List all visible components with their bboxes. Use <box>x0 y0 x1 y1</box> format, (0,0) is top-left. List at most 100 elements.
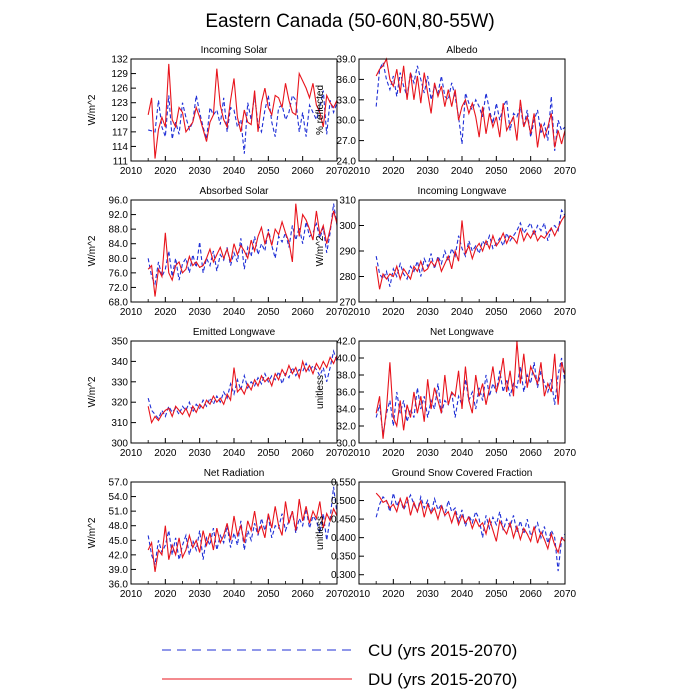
panel-net-longwave: Net Longwave 2010 2020 2030 2040 2050 2060 2070… <box>315 327 577 459</box>
y-tick-label: 30.0 <box>337 439 357 450</box>
y-tick-label: 300 <box>111 439 128 450</box>
plot-frame <box>130 199 338 303</box>
y-tick-label: 34.0 <box>337 405 357 416</box>
x-tick-label: 2010 <box>348 589 371 600</box>
y-axis-label: % reflected <box>315 85 326 135</box>
x-tick-label: 2020 <box>154 448 177 459</box>
x-tick-label: 2060 <box>520 307 543 318</box>
x-tick-label: 2050 <box>485 448 508 459</box>
y-tick-label: 27.0 <box>337 136 357 147</box>
y-axis-label: W/m^2 <box>315 235 326 266</box>
series-du-line <box>147 203 338 297</box>
series-du-line <box>375 492 566 555</box>
panel-emitted-longwave: Emitted Longwave 2010 2020 2030 2040 2050 2060… <box>87 327 349 459</box>
x-tick-label: 2050 <box>257 166 280 177</box>
panel-title: Albedo <box>446 45 478 56</box>
y-tick-label: 88.0 <box>109 225 129 236</box>
y-tick-label: 96.0 <box>109 196 129 207</box>
x-tick-label: 2040 <box>223 166 246 177</box>
x-tick-label: 2070 <box>326 448 349 459</box>
y-tick-label: 0.500 <box>331 496 356 507</box>
x-tick-label: 2020 <box>382 307 405 318</box>
y-tick-label: 320 <box>111 398 128 409</box>
y-tick-label: 132 <box>111 55 128 66</box>
x-tick-label: 2020 <box>154 589 177 600</box>
series-cu-line <box>147 486 338 565</box>
x-tick-label: 2010 <box>348 307 371 318</box>
y-tick-label: 114 <box>112 142 128 153</box>
x-tick-label: 2070 <box>326 166 349 177</box>
y-tick-label: 0.400 <box>331 533 356 544</box>
plot-frame <box>130 481 338 585</box>
y-tick-label: 80.0 <box>109 254 129 265</box>
x-tick-label: 2040 <box>451 448 474 459</box>
y-tick-label: 36.0 <box>337 75 357 86</box>
x-tick-label: 2020 <box>382 589 405 600</box>
x-tick-label: 2050 <box>485 589 508 600</box>
x-tick-label: 2050 <box>257 448 280 459</box>
legend: CU (yrs 2015-2070) DU (yrs 2015-2070) <box>162 641 517 689</box>
x-tick-label: 2060 <box>292 307 315 318</box>
x-tick-label: 2060 <box>292 589 315 600</box>
panel-title: Net Radiation <box>204 468 265 479</box>
x-tick-label: 2050 <box>257 307 280 318</box>
x-tick-label: 2030 <box>417 448 440 459</box>
y-tick-label: 38.0 <box>337 371 357 382</box>
y-tick-label: 300 <box>339 221 356 232</box>
y-tick-label: 42.0 <box>109 550 129 561</box>
y-tick-label: 24.0 <box>337 157 357 168</box>
y-axis-label: W/m^2 <box>87 235 98 266</box>
x-tick-label: 2040 <box>451 166 474 177</box>
x-tick-label: 2010 <box>120 589 143 600</box>
panel-title: Absorbed Solar <box>200 186 270 197</box>
y-tick-label: 129 <box>111 69 128 80</box>
x-tick-label: 2040 <box>451 589 474 600</box>
y-tick-label: 330 <box>111 377 128 388</box>
series-du-line <box>147 355 338 425</box>
panel-title: Ground Snow Covered Fraction <box>392 468 533 479</box>
series-cu-line <box>375 357 566 435</box>
x-tick-label: 2020 <box>382 448 405 459</box>
y-tick-label: 340 <box>111 357 128 368</box>
y-tick-label: 84.0 <box>109 239 129 250</box>
x-tick-label: 2050 <box>485 307 508 318</box>
x-tick-label: 2010 <box>348 448 371 459</box>
y-tick-label: 30.0 <box>337 116 357 127</box>
plot-frame <box>358 481 566 585</box>
x-tick-label: 2060 <box>292 166 315 177</box>
series-cu-line <box>147 349 338 420</box>
x-tick-label: 2020 <box>382 166 405 177</box>
y-tick-label: 270 <box>339 298 356 309</box>
panel-title: Emitted Longwave <box>193 327 276 338</box>
series-du-line <box>375 57 566 148</box>
y-tick-label: 72.0 <box>109 283 129 294</box>
x-tick-label: 2040 <box>223 307 246 318</box>
panel-incoming-longwave: Incoming Longwave 2010 2020 2030 2040 2050 206… <box>315 186 577 318</box>
series-du-line <box>375 214 566 290</box>
y-tick-label: 39.0 <box>109 565 129 576</box>
y-tick-label: 350 <box>111 337 128 348</box>
x-tick-label: 2030 <box>189 307 212 318</box>
x-tick-label: 2030 <box>417 589 440 600</box>
y-tick-label: 0.350 <box>331 552 356 563</box>
y-tick-label: 36.0 <box>337 388 357 399</box>
x-tick-label: 2070 <box>554 589 577 600</box>
y-tick-label: 42.0 <box>337 337 357 348</box>
series-cu-line <box>375 208 566 287</box>
series-du-line <box>147 498 338 572</box>
y-tick-label: 126 <box>111 84 128 95</box>
panel-absorbed-solar: Absorbed Solar 2010 2020 2030 2040 2050 2060 20… <box>87 186 349 318</box>
x-tick-label: 2070 <box>326 589 349 600</box>
y-tick-label: 45.0 <box>109 536 129 547</box>
y-tick-label: 123 <box>111 98 128 109</box>
x-tick-label: 2030 <box>417 307 440 318</box>
plot-frame <box>358 58 566 162</box>
y-tick-label: 57.0 <box>109 478 129 489</box>
series-du-line <box>375 340 566 439</box>
y-tick-label: 310 <box>339 196 356 207</box>
x-tick-label: 2060 <box>520 448 543 459</box>
plot-frame <box>358 340 566 444</box>
y-axis-label: W/m^2 <box>87 517 98 548</box>
